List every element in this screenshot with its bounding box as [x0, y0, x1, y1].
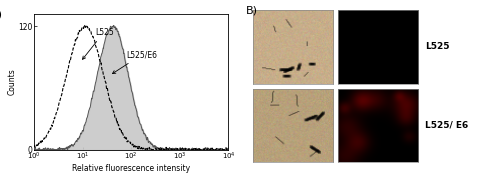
Text: L525/E6: L525/E6 — [112, 50, 157, 74]
Text: L525/ E6: L525/ E6 — [425, 121, 469, 130]
Text: L525: L525 — [425, 42, 450, 52]
Text: L525: L525 — [83, 27, 114, 59]
Text: A): A) — [0, 10, 3, 20]
Y-axis label: Counts: Counts — [8, 68, 17, 95]
X-axis label: Relative fluorescence intensity: Relative fluorescence intensity — [72, 164, 191, 173]
Text: B): B) — [245, 5, 258, 15]
